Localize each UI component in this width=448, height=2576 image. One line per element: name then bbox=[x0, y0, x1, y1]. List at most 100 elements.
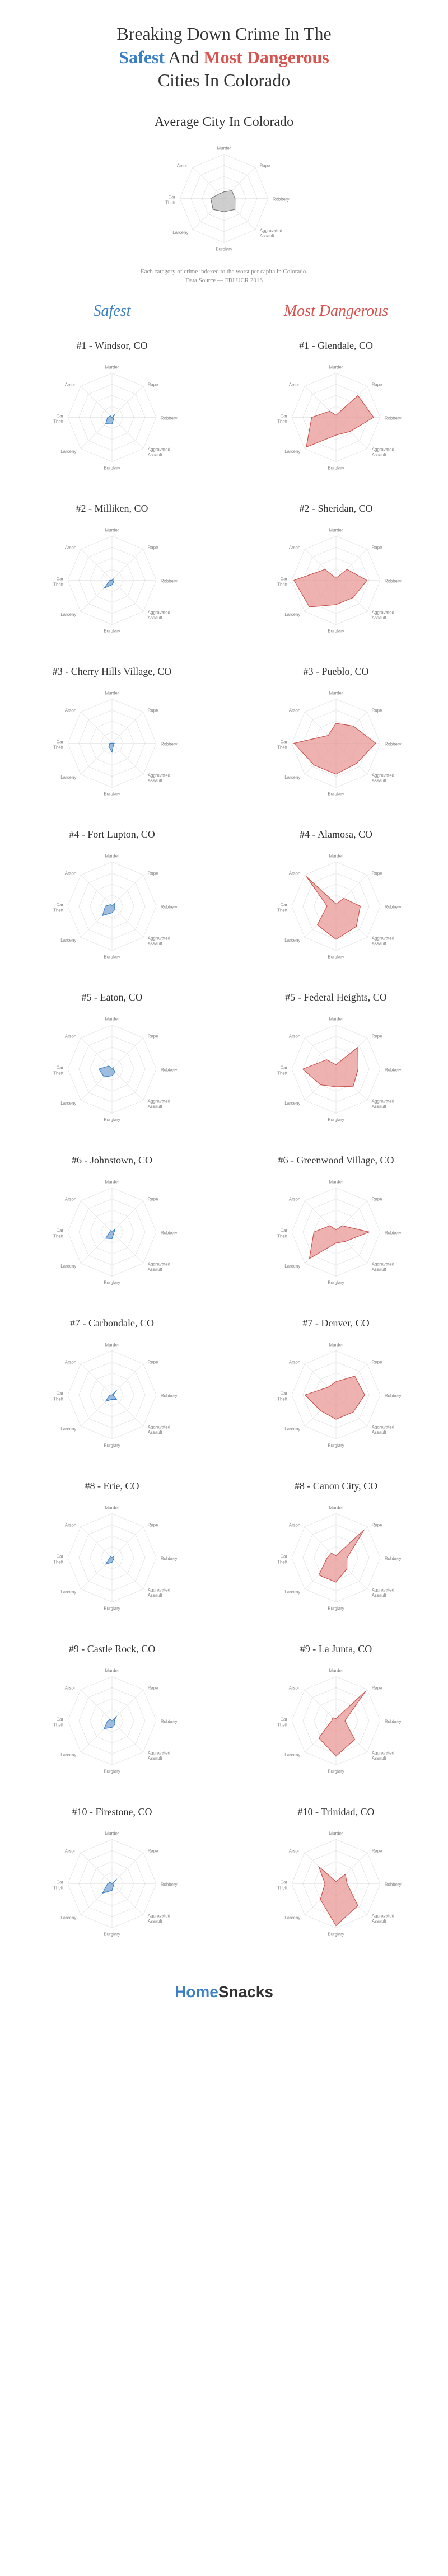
svg-text:Theft: Theft bbox=[165, 200, 176, 205]
svg-text:Assault: Assault bbox=[372, 1430, 387, 1435]
svg-text:Theft: Theft bbox=[277, 1559, 288, 1564]
title-line1: Breaking Down Crime In The bbox=[116, 24, 331, 44]
svg-text:Theft: Theft bbox=[53, 419, 64, 424]
radar-chart: MurderRapeRobberyAggravatedAssaultBurgla… bbox=[224, 517, 448, 643]
radar-chart: MurderRapeRobberyAggravatedAssaultBurgla… bbox=[224, 1332, 448, 1458]
svg-text:Theft: Theft bbox=[277, 908, 288, 913]
svg-text:Larceny: Larceny bbox=[60, 1427, 76, 1432]
svg-text:Car: Car bbox=[56, 1228, 63, 1233]
radar-chart: MurderRapeRobberyAggravatedAssaultBurgla… bbox=[0, 517, 224, 643]
svg-text:Rape: Rape bbox=[372, 382, 382, 387]
svg-text:Murder: Murder bbox=[329, 690, 343, 695]
svg-text:Arson: Arson bbox=[65, 1359, 77, 1364]
safe-cell: #5 - Eaton, COMurderRapeRobberyAggravate… bbox=[0, 983, 224, 1146]
city-title: #5 - Federal Heights, CO bbox=[224, 992, 448, 1003]
svg-text:Assault: Assault bbox=[372, 778, 387, 783]
svg-text:Car: Car bbox=[168, 194, 175, 199]
city-title: #3 - Pueblo, CO bbox=[224, 666, 448, 677]
radar-chart: MurderRapeRobberyAggravatedAssaultBurgla… bbox=[224, 1495, 448, 1621]
city-title: #8 - Canon City, CO bbox=[224, 1480, 448, 1492]
svg-text:Robbery: Robbery bbox=[385, 1719, 402, 1724]
city-title: #4 - Alamosa, CO bbox=[224, 829, 448, 840]
radar-chart: MurderRapeRobberyAggravatedAssaultBurgla… bbox=[224, 680, 448, 806]
city-title: #1 - Windsor, CO bbox=[0, 340, 224, 352]
svg-text:Assault: Assault bbox=[372, 452, 387, 457]
svg-text:Arson: Arson bbox=[289, 1034, 301, 1039]
city-title: #6 - Johnstown, CO bbox=[0, 1154, 224, 1166]
chart-row: #2 - Milliken, COMurderRapeRobberyAggrav… bbox=[0, 494, 448, 657]
svg-text:Car: Car bbox=[56, 1554, 63, 1559]
svg-text:Murder: Murder bbox=[105, 1668, 119, 1673]
svg-text:Robbery: Robbery bbox=[385, 741, 402, 746]
svg-text:Larceny: Larceny bbox=[284, 938, 300, 943]
radar-chart: MurderRapeRobberyAggravatedAssaultBurgla… bbox=[0, 843, 224, 969]
svg-text:Aggravated: Aggravated bbox=[148, 1587, 170, 1592]
svg-text:Theft: Theft bbox=[277, 419, 288, 424]
svg-text:Aggravated: Aggravated bbox=[148, 610, 170, 615]
svg-text:Rape: Rape bbox=[372, 1196, 382, 1201]
column-headers: Safest Most Dangerous bbox=[0, 302, 448, 320]
svg-text:Rape: Rape bbox=[372, 1685, 382, 1690]
title-word-dangerous: Most Dangerous bbox=[203, 47, 329, 67]
svg-text:Aggravated: Aggravated bbox=[372, 1424, 394, 1429]
danger-cell: #6 - Greenwood Village, COMurderRapeRobb… bbox=[224, 1146, 448, 1309]
radar-chart: MurderRapeRobberyAggravatedAssaultBurgla… bbox=[224, 354, 448, 480]
svg-text:Aggravated: Aggravated bbox=[148, 1261, 170, 1266]
svg-text:Arson: Arson bbox=[65, 1848, 77, 1853]
svg-text:Murder: Murder bbox=[329, 1179, 343, 1184]
svg-text:Larceny: Larceny bbox=[60, 775, 76, 780]
danger-cell: #8 - Canon City, CO MurderRapeRobberyAggr… bbox=[224, 1472, 448, 1635]
svg-text:Robbery: Robbery bbox=[161, 1067, 178, 1072]
svg-text:Murder: Murder bbox=[329, 1342, 343, 1347]
title-line3: Cities In Colorado bbox=[158, 70, 290, 90]
svg-text:Theft: Theft bbox=[53, 1559, 64, 1564]
svg-text:Larceny: Larceny bbox=[172, 230, 188, 235]
radar-chart: MurderRapeRobberyAggravatedAssaultBurgla… bbox=[0, 1658, 224, 1784]
svg-text:Car: Car bbox=[280, 576, 287, 581]
city-title: #9 - Castle Rock, CO bbox=[0, 1643, 224, 1655]
svg-text:Car: Car bbox=[280, 902, 287, 907]
svg-text:Assault: Assault bbox=[148, 1104, 163, 1109]
radar-chart: MurderRapeRobberyAggravatedAssaultBurgla… bbox=[224, 843, 448, 969]
svg-text:Aggravated: Aggravated bbox=[372, 773, 394, 778]
chart-row: #6 - Johnstown, CO Murder Rape Robbery Aggra… bbox=[0, 1146, 448, 1309]
svg-text:Assault: Assault bbox=[260, 233, 275, 239]
chart-row: #9 - Castle Rock, COMurderRapeRobberyAgg… bbox=[0, 1635, 448, 1798]
svg-text:Murder: Murder bbox=[329, 1505, 343, 1510]
svg-text:Robbery: Robbery bbox=[161, 1230, 178, 1235]
svg-text:Rape: Rape bbox=[148, 545, 158, 550]
svg-text:Arson: Arson bbox=[289, 1196, 301, 1201]
svg-text:Robbery: Robbery bbox=[161, 1556, 178, 1561]
svg-text:Aggravated: Aggravated bbox=[372, 610, 394, 615]
svg-text:Robbery: Robbery bbox=[161, 415, 178, 420]
danger-cell: #7 - Denver, COMurderRapeRobberyAggravat… bbox=[224, 1309, 448, 1472]
svg-text:Rape: Rape bbox=[148, 1685, 158, 1690]
svg-text:Assault: Assault bbox=[372, 1267, 387, 1272]
svg-text:Aggravated: Aggravated bbox=[372, 936, 394, 941]
svg-text:Murder: Murder bbox=[105, 527, 119, 532]
svg-text:Arson: Arson bbox=[289, 1848, 301, 1853]
radar-chart: MurderRapeRobberyAggravatedAssaultBurgla… bbox=[0, 1006, 224, 1132]
svg-text:Car: Car bbox=[56, 902, 63, 907]
danger-cell: #4 - Alamosa, COMurderRapeRobberyAggrava… bbox=[224, 820, 448, 983]
svg-text:Burglary: Burglary bbox=[328, 1117, 344, 1122]
svg-text:Robbery: Robbery bbox=[385, 904, 402, 909]
svg-text:Rape: Rape bbox=[260, 163, 270, 168]
svg-text:Car: Car bbox=[280, 413, 287, 418]
safe-cell: #9 - Castle Rock, COMurderRapeRobberyAgg… bbox=[0, 1635, 224, 1798]
svg-text:Rape: Rape bbox=[148, 382, 158, 387]
svg-text:Burglary: Burglary bbox=[104, 1117, 120, 1122]
svg-text:Assault: Assault bbox=[148, 941, 163, 946]
svg-text:Murder: Murder bbox=[217, 146, 231, 151]
svg-text:Burglary: Burglary bbox=[104, 1606, 120, 1611]
svg-text:Burglary: Burglary bbox=[328, 1769, 344, 1774]
svg-text:Burglary: Burglary bbox=[328, 954, 344, 959]
safe-cell: #2 - Milliken, COMurderRapeRobberyAggrav… bbox=[0, 494, 224, 657]
radar-chart: MurderRapeRobberyAggravatedAssaultBurgla… bbox=[224, 1821, 448, 1947]
footer-home: Home bbox=[175, 1983, 218, 2000]
svg-text:Theft: Theft bbox=[53, 1885, 64, 1890]
svg-text:Aggravated: Aggravated bbox=[148, 1098, 170, 1104]
radar-chart: MurderRapeRobberyAggravatedAssaultBurgla… bbox=[0, 1169, 224, 1295]
city-title: #8 - Erie, CO bbox=[0, 1480, 224, 1492]
radar-chart: MurderRapeRobberyAggravatedAssaultBurgla… bbox=[0, 680, 224, 806]
